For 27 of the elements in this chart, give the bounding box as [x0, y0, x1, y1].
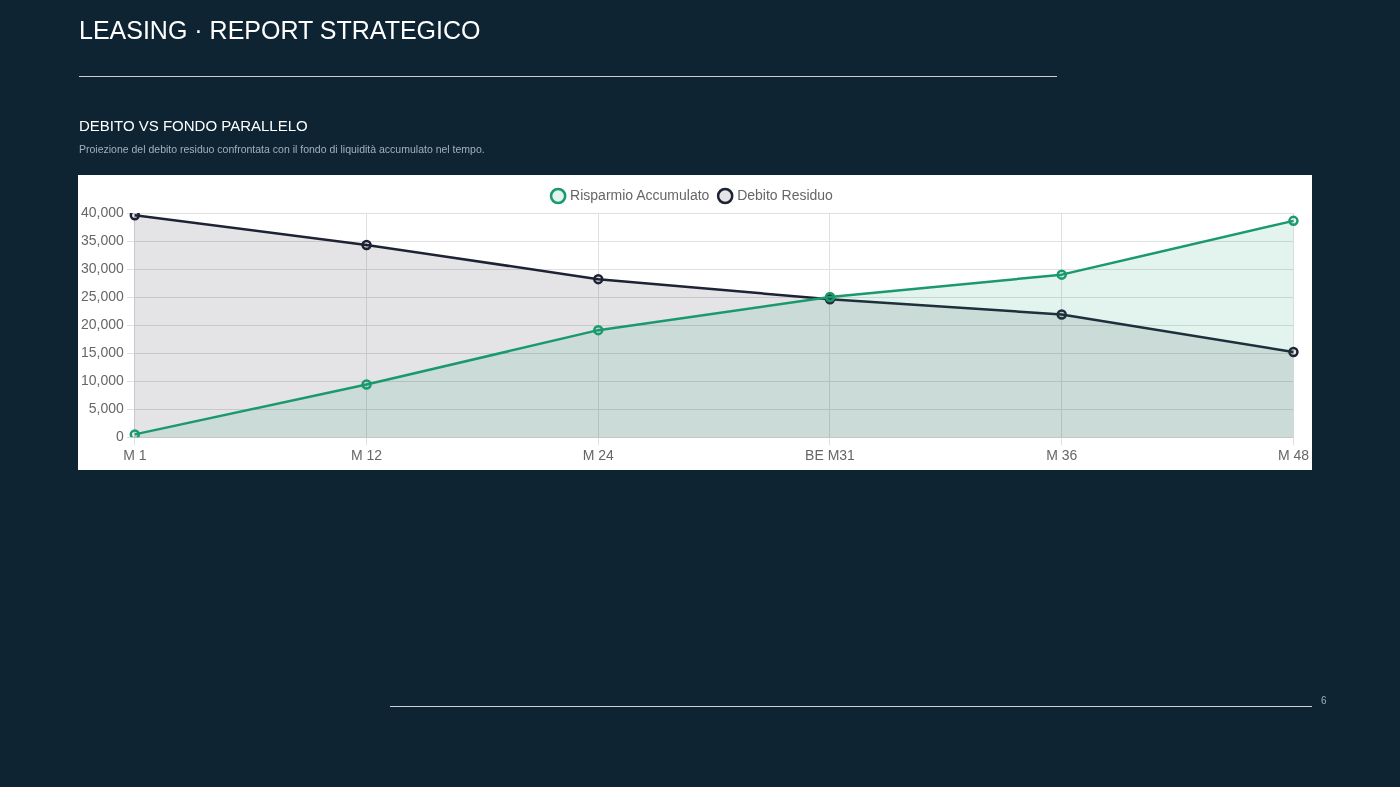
y-tick-label: 10,000: [80, 372, 125, 389]
y-tick-label: 30,000: [80, 259, 125, 276]
x-tick-label: M 48: [1277, 447, 1310, 464]
x-tick-label: M 24: [582, 447, 615, 464]
point: [593, 324, 604, 336]
legend-label: Debito Residuo: [737, 186, 834, 203]
point: [1056, 269, 1067, 280]
point: [361, 379, 372, 390]
chart-subtitle: Proiezione del debito residuo confrontata con il fondo di liquidità accumulato nel tempo.: [79, 143, 485, 155]
point: [593, 273, 604, 285]
x-tick-label: M 1: [123, 447, 147, 464]
y-tick-label: 35,000: [80, 231, 125, 248]
point: [1288, 215, 1299, 227]
y-tick-label: 20,000: [80, 315, 125, 332]
y-tick-label: 15,000: [80, 343, 125, 360]
y-tick-label: 40,000: [80, 203, 125, 220]
x-tick-label: M 12: [350, 447, 383, 464]
point: [361, 239, 372, 251]
chart-title: DEBITO VS FONDO PARALLELO: [79, 117, 308, 134]
y-tick-label: 0: [116, 428, 125, 445]
text: 6: [1321, 695, 1327, 706]
legend-label: Risparmio Accumulato: [570, 186, 710, 203]
y-tick-label: 5,000: [88, 400, 125, 417]
text: LEASING · REPORT STRATEGICO: [79, 16, 481, 45]
x-tick-label: BE M31: [805, 447, 856, 464]
x-tick-label: M 36: [1046, 447, 1078, 464]
y-tick-label: 25,000: [80, 287, 125, 304]
